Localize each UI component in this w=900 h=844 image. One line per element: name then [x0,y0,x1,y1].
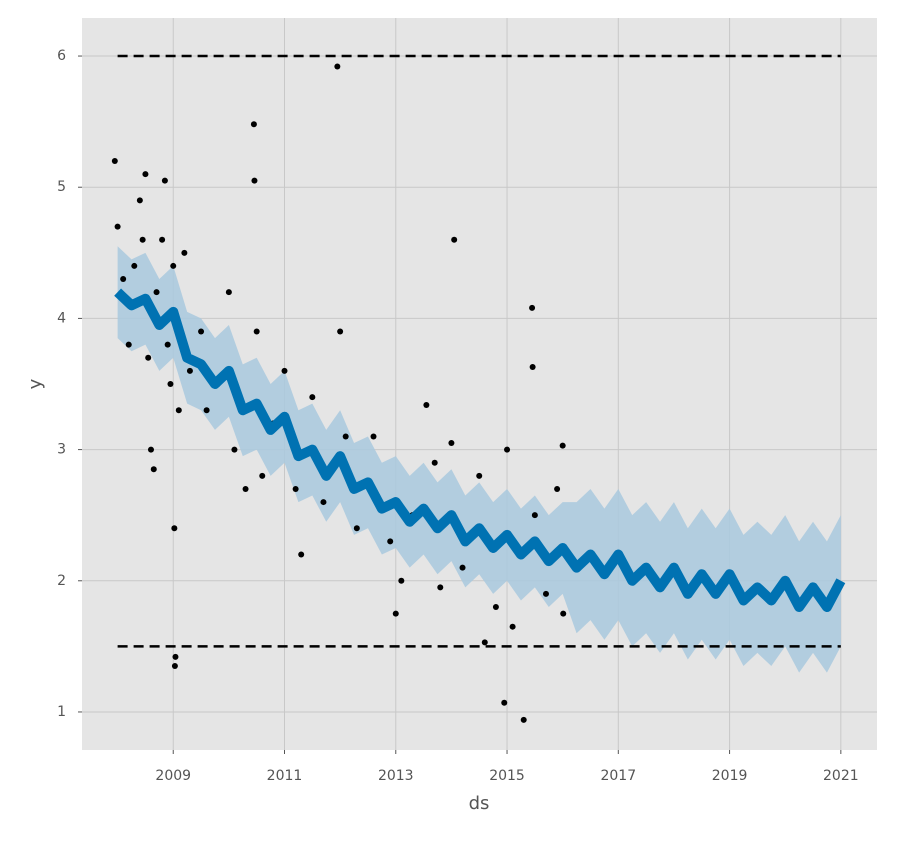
observed-point [509,623,516,630]
observed-point [253,328,260,335]
observed-point [111,157,118,164]
observed-point [186,367,193,374]
marks [111,54,846,723]
observed-point [370,433,377,440]
observed-point [459,564,466,571]
observed-point [392,610,399,617]
observed-point [159,236,166,243]
observed-point [529,363,536,370]
observed-point [242,485,249,492]
observed-point [150,466,157,473]
observed-point [153,289,160,296]
observed-point [171,525,178,532]
x-tick-label: 2015 [489,768,525,784]
observed-point [125,341,132,348]
uncertainty-band [117,246,841,673]
observed-point [309,394,316,401]
observed-point [451,236,458,243]
observed-point [250,121,257,128]
observed-point [398,577,405,584]
observed-point [353,525,360,532]
observed-point [529,304,536,311]
observed-point [114,223,121,230]
y-tick-label: 2 [57,573,66,589]
observed-point [342,433,349,440]
observed-point [476,472,483,479]
observed-point [198,328,205,335]
observed-point [142,171,149,178]
observed-point [437,584,444,591]
observed-point [161,177,168,184]
y-axis-title: y [25,378,46,389]
observed-point [504,446,511,453]
observed-point [147,446,154,453]
observed-point [120,276,127,283]
observed-point [448,440,455,447]
observed-point [531,512,538,519]
observed-point [542,590,549,597]
grid [82,18,877,750]
y-tick-label: 3 [57,442,66,458]
observed-point [225,289,232,296]
observed-point [387,538,394,545]
x-tick-label: 2009 [155,768,191,784]
observed-point [320,499,327,506]
y-tick-label: 5 [57,179,66,195]
observed-point [171,663,178,670]
observed-point [131,262,138,269]
observed-point [423,401,430,408]
observed-point [175,407,182,414]
observed-point [145,354,152,361]
observed-point [181,249,188,256]
observed-point [481,639,488,646]
observed-point [281,367,288,374]
observed-point [560,610,567,617]
observed-point [501,699,508,706]
observed-point [136,197,143,204]
observed-point [292,485,299,492]
forecast-line [114,288,846,613]
observed-point [554,485,561,492]
observed-point [203,407,210,414]
x-tick-label: 2011 [267,768,303,784]
y-tick-label: 1 [57,704,66,720]
x-tick-label: 2013 [378,768,414,784]
observed-point [231,446,238,453]
x-tick-label: 2021 [823,768,859,784]
observed-point [520,716,527,723]
observed-point [334,63,341,70]
y-tick-label: 6 [57,48,66,64]
observed-point [259,472,266,479]
x-tick-label: 2017 [600,768,636,784]
y-tick-label: 4 [57,310,66,326]
x-axis-title: ds [469,793,490,814]
observed-point [559,442,566,449]
x-tick-label: 2019 [712,768,748,784]
observed-point [337,328,344,335]
observed-point [431,459,438,466]
observed-point [164,341,171,348]
observed-point [251,177,258,184]
observed-point [170,262,177,269]
observed-point [492,604,499,611]
observed-point [139,236,146,243]
observed-point [172,653,179,660]
observed-point [167,381,174,387]
observed-point [298,551,305,558]
